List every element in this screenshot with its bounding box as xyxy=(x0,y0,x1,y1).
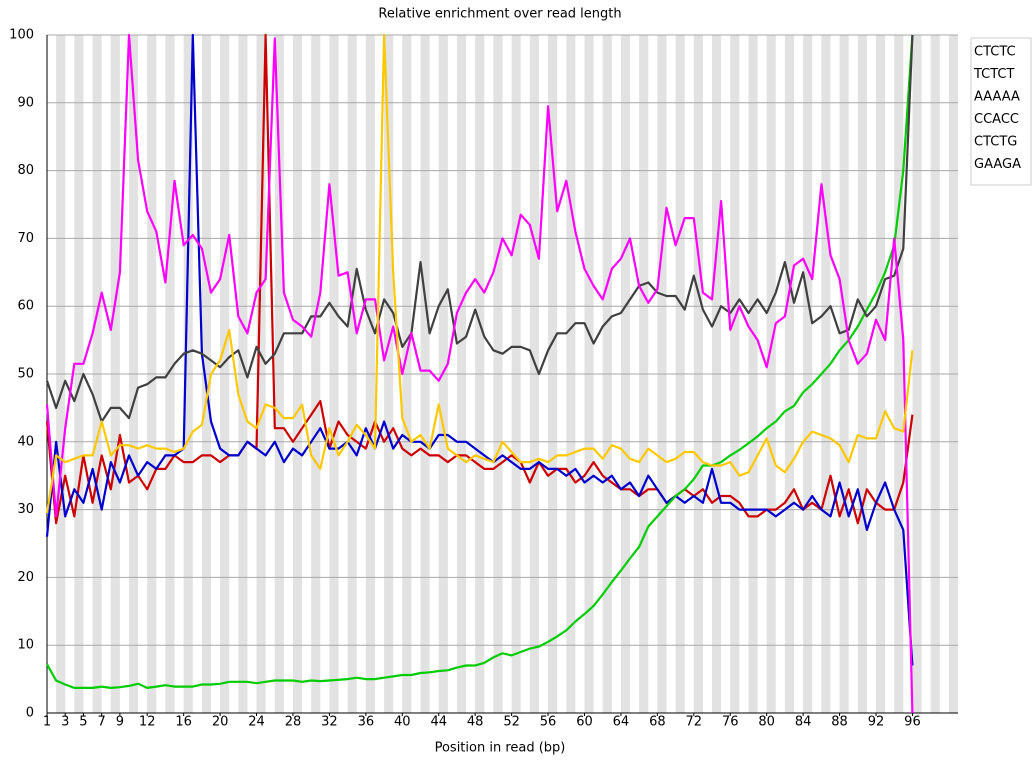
y-tick-label: 50 xyxy=(17,367,34,382)
series-line xyxy=(45,33,914,666)
x-tick-label: 24 xyxy=(248,715,265,730)
series-line xyxy=(46,34,914,690)
y-tick-label: 0 xyxy=(26,706,34,721)
y-tick-label: 60 xyxy=(17,299,34,314)
legend-label: CTCTC xyxy=(974,45,1016,60)
x-tick-label: 5 xyxy=(79,715,87,730)
series-line xyxy=(45,33,914,714)
x-tick-label: 1 xyxy=(43,715,51,730)
legend-label: TCTCT xyxy=(973,67,1015,82)
x-tick-label: 64 xyxy=(613,715,630,730)
x-tick-label: 20 xyxy=(212,715,229,730)
y-tick-label: 20 xyxy=(17,570,34,585)
x-tick-label: 76 xyxy=(722,715,739,730)
x-tick-label: 44 xyxy=(430,715,447,730)
y-tick-label: 40 xyxy=(17,434,34,449)
x-tick-label: 80 xyxy=(758,715,775,730)
x-tick-label: 72 xyxy=(686,715,703,730)
x-tick-label: 84 xyxy=(795,715,812,730)
x-tick-label: 3 xyxy=(61,715,69,730)
x-tick-label: 9 xyxy=(116,715,124,730)
x-tick-label: 40 xyxy=(394,715,411,730)
x-tick-label: 68 xyxy=(649,715,666,730)
x-tick-label: 88 xyxy=(831,715,848,730)
legend-label: CTCTG xyxy=(974,135,1017,150)
series-line xyxy=(45,33,914,514)
y-tick-label: 80 xyxy=(17,163,34,178)
x-axis-label: Position in read (bp) xyxy=(435,741,566,756)
y-tick-label: 10 xyxy=(17,638,34,653)
legend-label: GAAGA xyxy=(974,157,1021,172)
legend-label: CCACC xyxy=(974,112,1019,127)
x-tick-label: 48 xyxy=(467,715,484,730)
x-tick-label: 12 xyxy=(139,715,156,730)
legend-label: AAAAA xyxy=(974,90,1020,105)
y-tick-label: 30 xyxy=(17,502,34,517)
x-tick-label: 16 xyxy=(175,715,192,730)
x-tick-label: 60 xyxy=(576,715,593,730)
x-tick-label: 96 xyxy=(904,715,921,730)
y-tick-label: 70 xyxy=(17,231,34,246)
y-tick-label: 100 xyxy=(9,28,34,43)
x-tick-label: 92 xyxy=(868,715,885,730)
x-tick-label: 32 xyxy=(321,715,338,730)
series-line xyxy=(45,34,914,423)
x-tick-label: 7 xyxy=(98,715,106,730)
x-tick-label: 36 xyxy=(358,715,375,730)
y-tick-label: 90 xyxy=(17,95,34,110)
x-tick-label: 56 xyxy=(540,715,557,730)
legend-box xyxy=(970,37,1032,186)
x-tick-label: 52 xyxy=(503,715,520,730)
x-tick-label: 28 xyxy=(285,715,302,730)
chart-title: Relative enrichment over read length xyxy=(378,7,621,22)
